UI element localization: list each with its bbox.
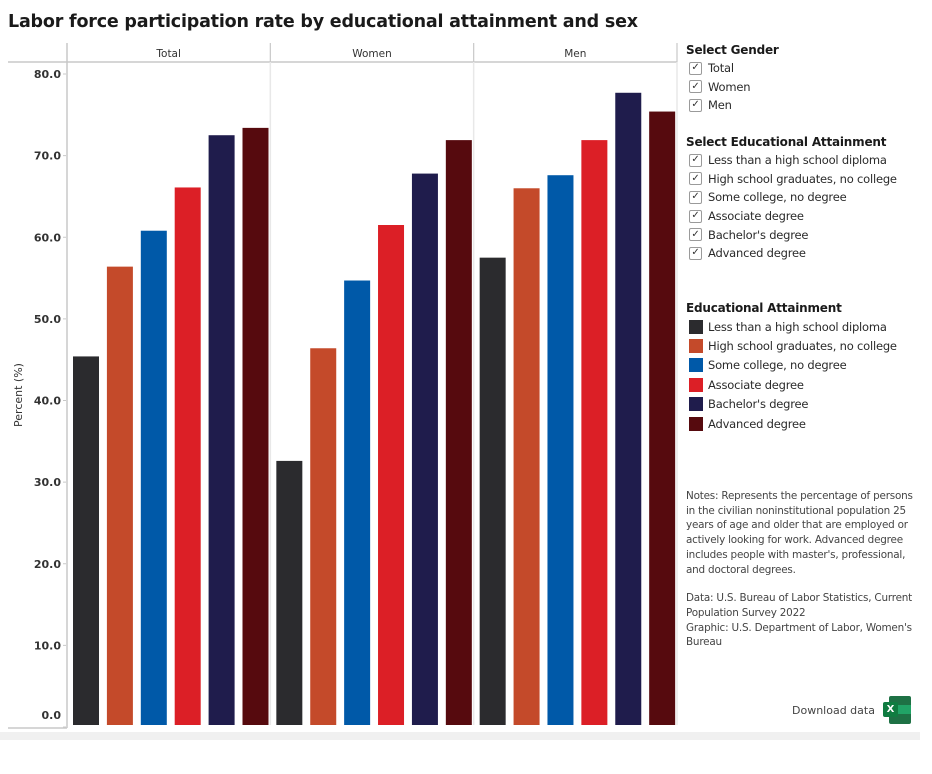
bar-men-2[interactable] xyxy=(513,188,540,725)
bar-women-1[interactable] xyxy=(276,460,303,725)
bar-women-5[interactable] xyxy=(411,173,438,725)
legend-swatch xyxy=(689,358,703,373)
legend-label: Advanced degree xyxy=(708,416,806,431)
panel-header-total: Total xyxy=(155,48,181,60)
legend-swatch xyxy=(689,397,703,412)
legend-item: Some college, no degree xyxy=(686,356,897,375)
bar-total-3[interactable] xyxy=(140,230,167,725)
education-filter: Select Educational Attainment ✓ Less than… xyxy=(686,135,897,263)
checkbox-label: Women xyxy=(708,79,751,94)
bar-total-1[interactable] xyxy=(73,356,99,725)
checkbox-label: Bachelor's degree xyxy=(708,227,809,242)
education-option[interactable]: ✓ Associate degree xyxy=(686,207,897,226)
graphic-credit: Graphic: U.S. Department of Labor, Women… xyxy=(686,621,912,649)
panel-headers: Total Women Men xyxy=(155,48,586,60)
bar-men-5[interactable] xyxy=(615,92,642,726)
data-source: Data: U.S. Bureau of Labor Statistics, C… xyxy=(686,592,913,619)
legend-title: Educational Attainment xyxy=(686,301,842,315)
legend-swatch xyxy=(689,339,703,354)
y-tick-label: 20.0 xyxy=(34,558,61,571)
legend-item: High school graduates, no college xyxy=(686,336,897,355)
education-option[interactable]: ✓ High school graduates, no college xyxy=(686,170,897,189)
gender-option[interactable]: ✓ Men xyxy=(686,96,779,115)
y-tick-label: 70.0 xyxy=(34,150,61,163)
legend-swatch xyxy=(689,319,703,334)
panel-header-women: Women xyxy=(352,48,392,60)
y-axis: 0.0 10.0 20.0 30.0 40.0 50.0 60.0 70.0 80.0 xyxy=(34,68,66,728)
legend: Educational Attainment Less than a high … xyxy=(686,301,897,433)
bar-women-2[interactable] xyxy=(310,348,337,725)
checkbox-label: Less than a high school diploma xyxy=(708,153,887,168)
legend-swatch xyxy=(689,416,703,431)
chart-frame xyxy=(8,43,678,729)
legend-swatch xyxy=(689,377,703,392)
education-filter-title: Select Educational Attainment xyxy=(686,135,887,149)
checkbox-label: Total xyxy=(708,61,734,76)
education-option[interactable]: ✓ Bachelor's degree xyxy=(686,225,897,244)
legend-item: Bachelor's degree xyxy=(686,395,897,414)
legend-item: Advanced degree xyxy=(686,414,897,433)
y-axis-label: Percent (%) xyxy=(12,363,25,427)
panel-header-men: Men xyxy=(564,48,586,60)
gender-option[interactable]: ✓ Women xyxy=(686,78,779,97)
checkbox-label: Associate degree xyxy=(708,209,804,224)
gender-filter: Select Gender ✓ Total ✓ Women ✓ Men xyxy=(686,43,779,115)
gender-filter-title: Select Gender xyxy=(686,43,779,57)
excel-icon[interactable]: X xyxy=(882,696,911,724)
checkbox[interactable]: ✓ xyxy=(689,228,702,242)
bar-men-6[interactable] xyxy=(649,111,676,726)
bar-total-5[interactable] xyxy=(208,135,235,725)
toolbar-strip xyxy=(0,732,920,740)
bar-women-6[interactable] xyxy=(445,140,472,725)
checkbox-label: High school graduates, no college xyxy=(708,171,897,186)
bar-chart: Total Women Men 0.0 10.0 20.0 30.0 40.0 50.0 60.… xyxy=(8,43,678,729)
bar-total-6[interactable] xyxy=(242,127,269,725)
bar-total-2[interactable] xyxy=(106,266,133,725)
legend-label: Less than a high school diploma xyxy=(708,319,887,334)
notes-text: Notes: Represents the percentage of pers… xyxy=(686,490,913,576)
checkbox[interactable]: ✓ xyxy=(689,246,702,260)
checkbox-label: Advanced degree xyxy=(708,246,806,261)
y-tick-label: 40.0 xyxy=(34,395,61,408)
legend-label: Some college, no degree xyxy=(708,358,847,373)
legend-label: Bachelor's degree xyxy=(708,397,809,412)
bar-men-4[interactable] xyxy=(581,140,608,725)
bar-women-3[interactable] xyxy=(344,280,371,725)
checkbox[interactable]: ✓ xyxy=(689,190,702,204)
y-tick-label: 10.0 xyxy=(34,639,61,652)
checkbox[interactable]: ✓ xyxy=(689,98,702,112)
education-option[interactable]: ✓ Less than a high school diploma xyxy=(686,151,897,170)
education-option[interactable]: ✓ Some college, no degree xyxy=(686,188,897,207)
y-tick-label: 30.0 xyxy=(34,476,61,489)
y-tick-label: 0.0 xyxy=(42,709,62,722)
bar-men-1[interactable] xyxy=(479,257,506,725)
legend-item: Associate degree xyxy=(686,375,897,394)
y-tick-label: 80.0 xyxy=(34,68,61,81)
y-tick-label: 60.0 xyxy=(34,231,61,244)
bar-women-4[interactable] xyxy=(378,225,405,725)
bars xyxy=(73,92,676,726)
bar-men-3[interactable] xyxy=(547,175,574,726)
legend-item: Less than a high school diploma xyxy=(686,317,897,336)
gender-option[interactable]: ✓ Total xyxy=(686,59,779,78)
notes-panel: Notes: Represents the percentage of pers… xyxy=(686,489,916,650)
checkbox[interactable]: ✓ xyxy=(689,172,702,186)
checkbox[interactable]: ✓ xyxy=(689,61,702,75)
checkbox[interactable]: ✓ xyxy=(689,209,702,223)
checkbox[interactable]: ✓ xyxy=(689,153,702,167)
legend-label: High school graduates, no college xyxy=(708,339,897,354)
download-data-label: Download data xyxy=(792,703,875,717)
checkbox[interactable]: ✓ xyxy=(689,80,702,94)
y-tick-label: 50.0 xyxy=(34,313,61,326)
download-data-button[interactable]: Download data X xyxy=(792,696,911,724)
chart-title: Labor force participation rate by educat… xyxy=(8,12,638,32)
checkbox-label: Some college, no degree xyxy=(708,190,847,205)
legend-label: Associate degree xyxy=(708,377,804,392)
checkbox-label: Men xyxy=(708,98,732,113)
education-option[interactable]: ✓ Advanced degree xyxy=(686,244,897,263)
bar-total-4[interactable] xyxy=(174,187,201,726)
